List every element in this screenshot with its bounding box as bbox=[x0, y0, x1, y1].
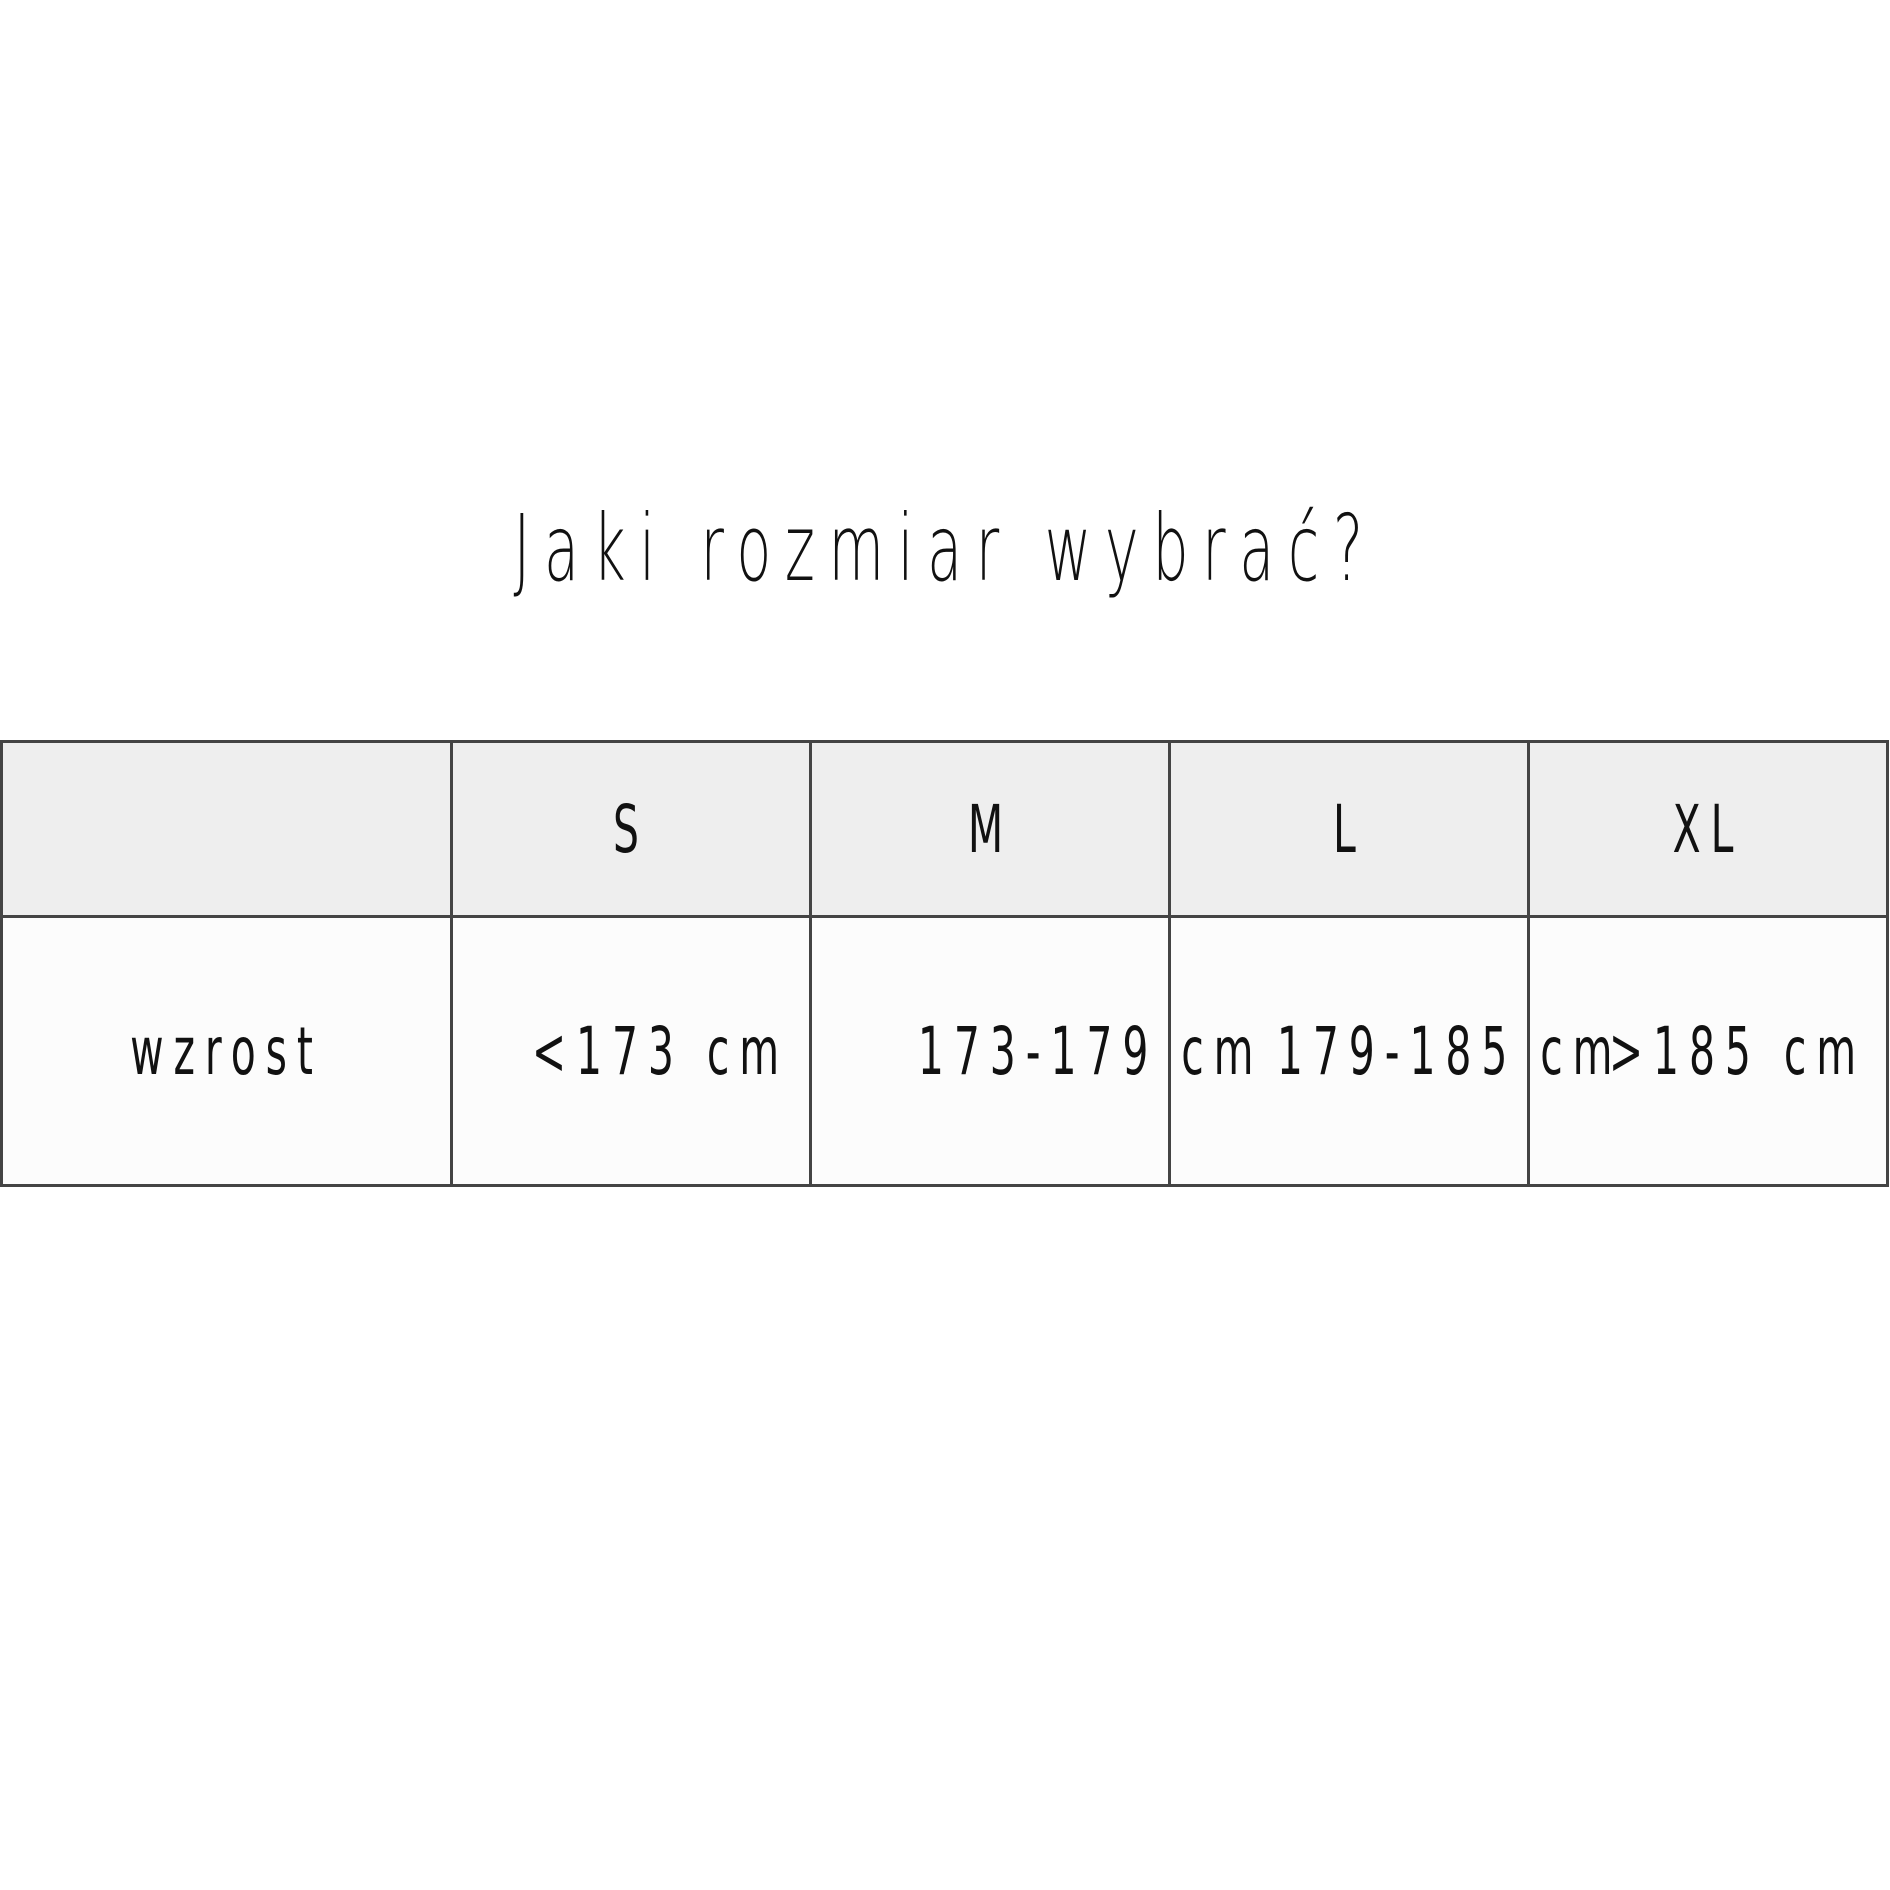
cell-s: <173 cm bbox=[450, 915, 812, 1187]
table-row: wzrost <173 cm 173-179 cm 179-185 cm >18… bbox=[0, 915, 1889, 1187]
row-label: wzrost bbox=[0, 915, 453, 1187]
page-title: Jaki rozmiar wybrać? bbox=[513, 495, 1377, 602]
size-table: S M L XL wzrost <173 cm 173-179 cm 179-1… bbox=[0, 740, 1889, 1187]
header-row: S M L XL bbox=[0, 740, 1889, 918]
header-cell-xl: XL bbox=[1527, 740, 1889, 918]
header-cell-s: S bbox=[450, 740, 812, 918]
header-cell-m: M bbox=[809, 740, 1171, 918]
cell-xl: >185 cm bbox=[1527, 915, 1889, 1187]
cell-l: 179-185 cm bbox=[1168, 915, 1613, 1187]
header-cell-l: L bbox=[1168, 740, 1530, 918]
header-cell-empty bbox=[0, 740, 453, 918]
cell-m: 173-179 cm bbox=[809, 915, 1254, 1187]
